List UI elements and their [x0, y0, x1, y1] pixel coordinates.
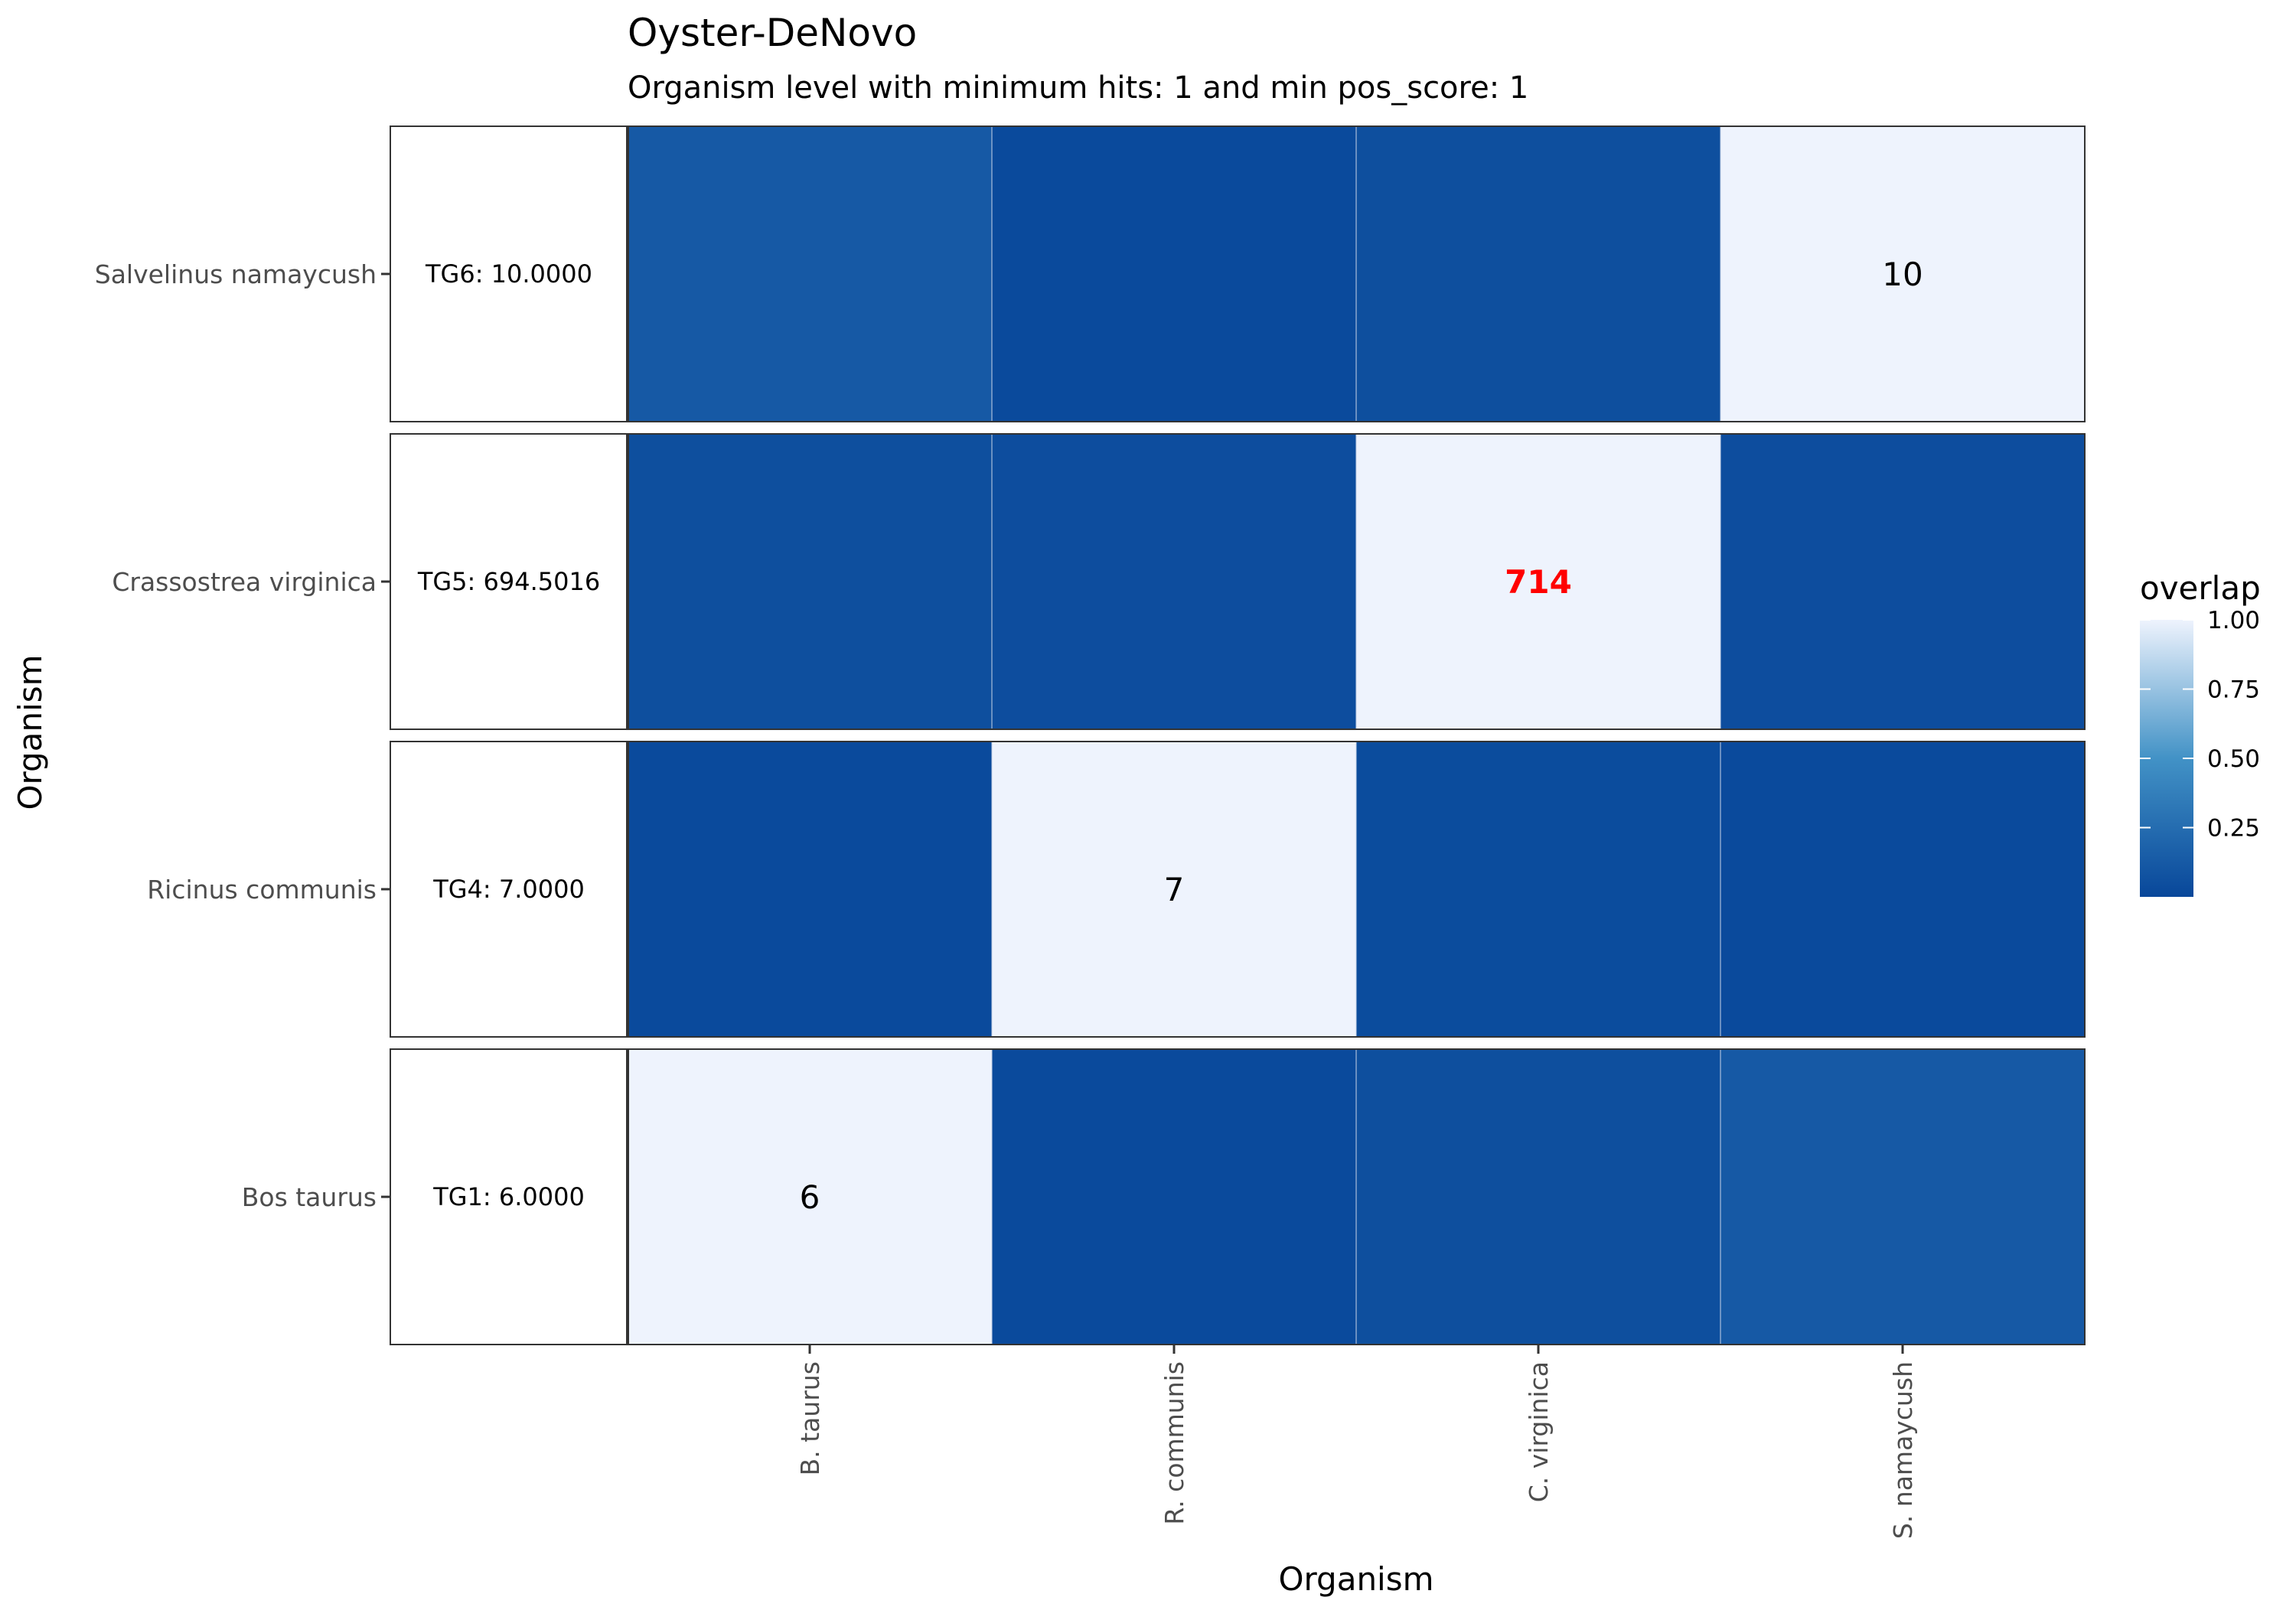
side-label: TG5: 694.5016 — [417, 567, 600, 596]
heatmap-cell — [627, 433, 993, 730]
heatmap-cell — [1355, 433, 1721, 730]
heatmap-cell — [1720, 125, 2086, 422]
cell-value-label: 714 — [1505, 563, 1572, 601]
side-label: TG6: 10.0000 — [425, 259, 592, 288]
side-label-panel — [390, 125, 628, 422]
x-axis-label: Organism — [1278, 1560, 1433, 1598]
side-label-panel — [390, 433, 628, 730]
heatmap-cell — [627, 125, 993, 422]
side-label-panel — [390, 741, 628, 1038]
x-tick-label: R. communis — [1159, 1361, 1189, 1525]
side-label-panel — [390, 1048, 628, 1345]
heatmap-cell — [1355, 1048, 1721, 1345]
heatmap-cell — [991, 125, 1357, 422]
y-tick-label: Ricinus communis — [147, 875, 377, 905]
heatmap-cell — [1355, 125, 1721, 422]
legend-tick-label: 0.75 — [2207, 676, 2260, 704]
x-tick-label: B. taurus — [795, 1361, 825, 1475]
y-axis-ticks: Salvelinus namaycush Crassostrea virginic… — [95, 259, 390, 1212]
y-tick-label: Salvelinus namaycush — [95, 259, 377, 289]
facet-row: TG1: 6.0000 6 — [390, 1048, 2086, 1345]
y-tick-label: Bos taurus — [242, 1182, 377, 1212]
heatmap-cell — [627, 1048, 993, 1345]
heatmap-cell — [1720, 1048, 2086, 1345]
overlap-legend: overlap 1.00 0.75 0.50 0.25 — [2140, 569, 2261, 897]
heatmap-cell — [991, 433, 1357, 730]
side-label: TG1: 6.0000 — [432, 1182, 585, 1211]
chart-title: Oyster-DeNovo — [628, 11, 917, 55]
side-label: TG4: 7.0000 — [432, 875, 585, 904]
cell-value-label: 10 — [1882, 256, 1923, 293]
legend-tick-label: 0.50 — [2207, 745, 2260, 773]
legend-title: overlap — [2140, 569, 2261, 607]
legend-ticks: 1.00 0.75 0.50 0.25 — [2140, 607, 2260, 843]
legend-tick-label: 0.25 — [2207, 815, 2260, 843]
heatmap-cell — [627, 741, 993, 1038]
heatmap-panels: TG6: 10.0000 10 TG5: 694.5016 714 TG4: 7.000… — [390, 125, 2086, 1345]
y-axis-label: Organism — [11, 654, 49, 810]
x-axis-ticks: B. taurus R. communis C. virginica S. namay… — [795, 1345, 1918, 1539]
x-tick-label: C. virginica — [1524, 1361, 1554, 1502]
facet-row: TG4: 7.0000 7 — [390, 741, 2086, 1038]
x-tick-label: S. namaycush — [1888, 1361, 1918, 1539]
chart-subtitle: Organism level with minimum hits: 1 and … — [628, 70, 1528, 106]
legend-tick-label: 1.00 — [2207, 607, 2260, 634]
cell-value-label: 6 — [800, 1178, 820, 1216]
heatmap-cell — [1355, 741, 1721, 1038]
y-tick-label: Crassostrea virginica — [112, 567, 377, 597]
heatmap-cell — [991, 1048, 1357, 1345]
heatmap-cell — [1720, 433, 2086, 730]
heatmap-cell — [991, 741, 1357, 1038]
facet-row: TG5: 694.5016 714 — [390, 433, 2086, 730]
heatmap-cell — [1720, 741, 2086, 1038]
cell-value-label: 7 — [1164, 871, 1185, 908]
facet-row: TG6: 10.0000 10 — [390, 125, 2086, 422]
